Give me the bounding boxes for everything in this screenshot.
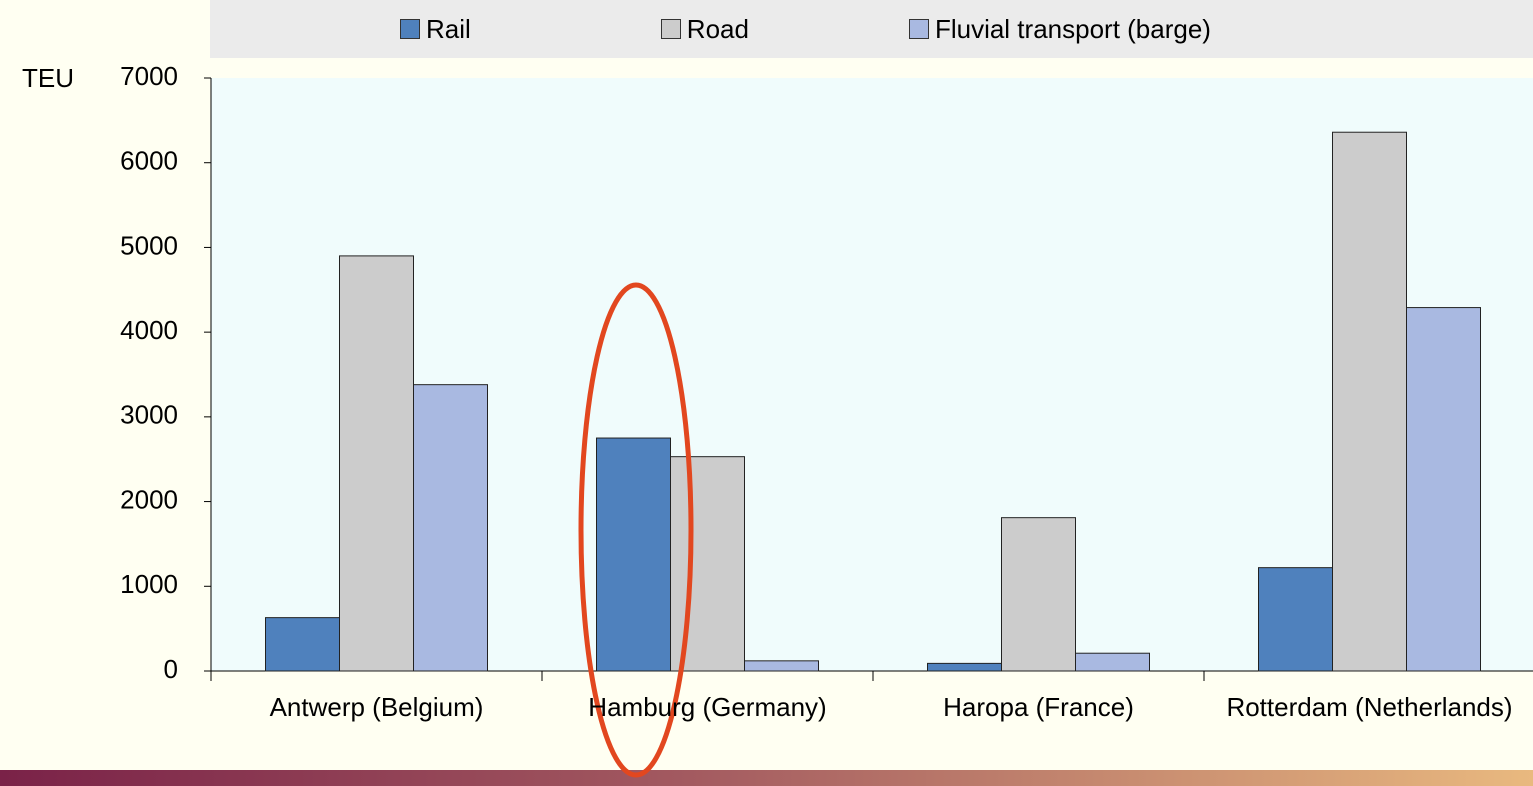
- legend-swatch: [908, 19, 929, 39]
- y-tick-label: 7000: [120, 61, 178, 91]
- bar: [265, 617, 340, 672]
- y-tick-label: 5000: [120, 230, 178, 260]
- bar: [1001, 517, 1076, 672]
- bar: [744, 660, 819, 672]
- x-tick-label: Haropa (France): [943, 692, 1134, 722]
- legend-item: Road: [660, 13, 749, 45]
- legend-swatch: [660, 19, 681, 39]
- legend-label: Road: [686, 13, 749, 44]
- bar: [1332, 131, 1407, 672]
- bar: [1406, 307, 1481, 672]
- y-axis-label: TEU: [22, 63, 74, 93]
- x-tick-label: Rotterdam (Netherlands): [1226, 692, 1513, 722]
- bar: [927, 662, 1002, 672]
- y-tick-label: 4000: [120, 315, 178, 345]
- legend-label: Fluvial transport (barge): [934, 13, 1211, 44]
- x-tick-label: Hamburg (Germany): [588, 692, 827, 722]
- footer-band: [0, 770, 1533, 786]
- bar: [670, 456, 745, 672]
- y-tick-label: 0: [164, 654, 178, 684]
- legend: Rail Road Fluvial transport (barge): [210, 0, 1533, 58]
- y-tick-label: 3000: [120, 400, 178, 430]
- bar: [596, 437, 671, 672]
- legend-swatch: [400, 19, 420, 39]
- bar: [1075, 652, 1150, 672]
- legend-item: Rail: [400, 14, 471, 45]
- bar: [1258, 567, 1333, 672]
- legend-item: Fluvial transport (barge): [908, 13, 1211, 45]
- bar: [413, 384, 488, 672]
- y-tick-label: 2000: [120, 484, 178, 514]
- bar: [339, 255, 414, 672]
- legend-label: Rail: [426, 13, 471, 44]
- y-tick-label: 1000: [120, 569, 178, 599]
- x-tick-label: Antwerp (Belgium): [269, 692, 484, 722]
- y-tick-label: 6000: [120, 146, 178, 176]
